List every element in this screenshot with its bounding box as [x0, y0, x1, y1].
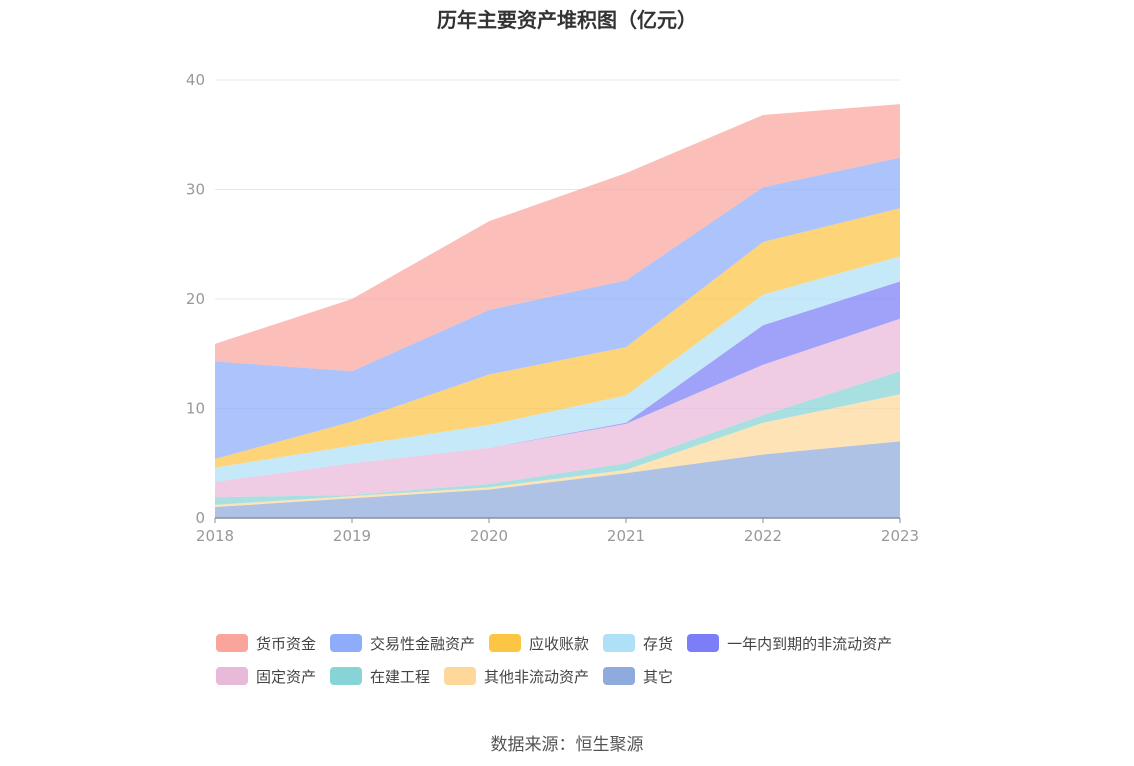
area-series-8: [215, 104, 900, 372]
legend-swatch: [687, 634, 720, 652]
legend-swatch: [603, 667, 636, 685]
legend-label: 其他非流动资产: [484, 667, 590, 686]
area-series-1: [215, 394, 900, 508]
legend-label: 固定资产: [256, 667, 317, 686]
legend-item[interactable]: 一年内到期的非流动资产: [687, 633, 892, 654]
stacked-area-chart: 2018 2019 2020 2021 2022 2023 0 10 20 30 40: [186, 71, 919, 545]
y-tick-label-40: 40: [186, 71, 205, 89]
legend-label: 一年内到期的非流动资产: [727, 634, 893, 653]
legend-item[interactable]: 在建工程: [330, 666, 430, 687]
legend-item[interactable]: 存货: [603, 633, 673, 654]
y-tick-label-10: 10: [186, 400, 205, 418]
y-tick-label-20: 20: [186, 290, 205, 308]
x-tick-label-2020: 2020: [470, 527, 508, 545]
area-series-6: [215, 208, 900, 468]
area-series-2: [215, 371, 900, 505]
legend-swatch: [216, 667, 248, 685]
x-tick-label-2023: 2023: [881, 527, 919, 545]
x-tick-label-2018: 2018: [196, 527, 234, 545]
legend-label: 在建工程: [370, 667, 431, 686]
legend-item[interactable]: 应收账款: [489, 633, 589, 654]
legend-item[interactable]: 货币资金: [216, 633, 316, 654]
legend-label: 应收账款: [529, 634, 590, 653]
legend-label: 其它: [643, 667, 674, 686]
area-series-3: [215, 318, 900, 498]
legend-item[interactable]: 交易性金融资产: [330, 633, 475, 654]
area-series-0: [215, 441, 900, 518]
y-tick-label-0: 0: [195, 509, 205, 527]
data-source-note: 数据来源：恒生聚源: [490, 735, 644, 755]
legend-swatch: [603, 634, 636, 652]
legend-item[interactable]: 其它: [603, 666, 673, 687]
legend-swatch: [444, 667, 477, 685]
legend-swatch: [489, 634, 522, 652]
legend-label: 货币资金: [256, 634, 317, 653]
y-tick-label-30: 30: [186, 181, 205, 199]
area-series-5: [215, 256, 900, 482]
chart-title: 历年主要资产堆积图（亿元）: [437, 8, 697, 32]
legend-row: 货币资金 交易性金融资产 应收账款 存货 一年内到期的非流动资产: [216, 632, 936, 654]
legend-swatch: [330, 634, 363, 652]
x-tick-label-2021: 2021: [607, 527, 645, 545]
legend-swatch: [330, 667, 363, 685]
x-tick-label-2022: 2022: [744, 527, 782, 545]
chart-legend: 货币资金 交易性金融资产 应收账款 存货 一年内到期的非流动资产固定资产 在建工程 其他非流…: [216, 632, 936, 698]
legend-row: 固定资产 在建工程 其他非流动资产 其它: [216, 665, 936, 687]
legend-label: 存货: [643, 634, 674, 653]
legend-item[interactable]: 固定资产: [216, 666, 316, 687]
x-tick-label-2019: 2019: [333, 527, 371, 545]
legend-swatch: [216, 634, 248, 652]
legend-item[interactable]: 其他非流动资产: [444, 666, 589, 687]
legend-label: 交易性金融资产: [370, 634, 476, 653]
area-series-7: [215, 157, 900, 459]
